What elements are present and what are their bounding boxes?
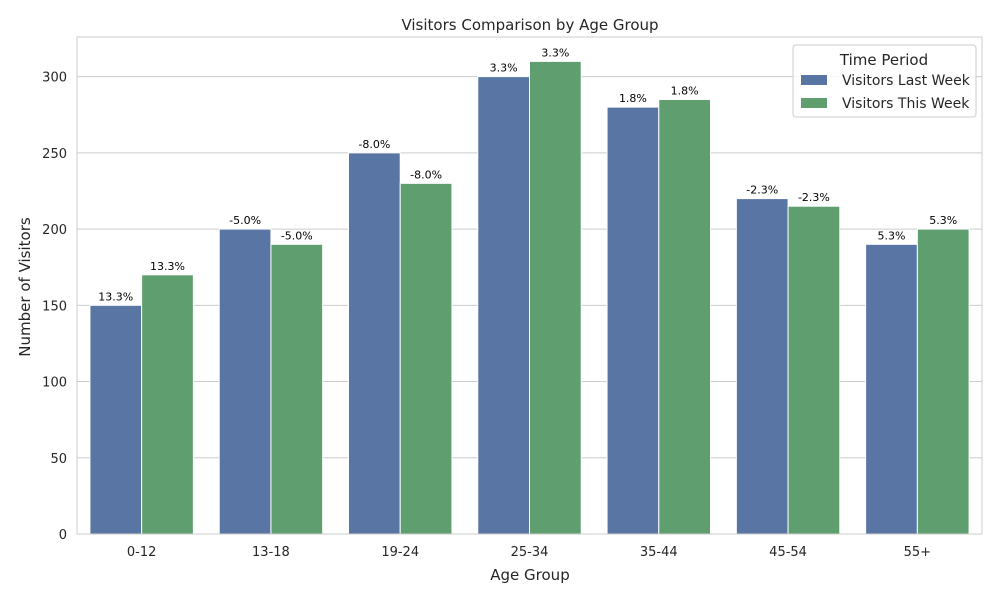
- x-tick-label: 35-44: [640, 545, 678, 560]
- y-tick-label: 250: [42, 147, 67, 162]
- legend: Time Period Visitors Last Week Visitors …: [792, 44, 977, 118]
- tick-labels: 0 50 100 150 200 250 300 0-12 13-18 19-24 25-34 35-…: [42, 71, 931, 560]
- bar-last-week-19-24: [348, 152, 401, 535]
- data-label: 1.8%: [671, 85, 699, 98]
- data-label: -5.0%: [281, 229, 313, 242]
- bar-last-week-35-44: [606, 106, 660, 535]
- y-tick-label: 0: [59, 528, 67, 543]
- bar-this-week-55+: [916, 228, 970, 535]
- legend-label-last-week: Visitors Last Week: [842, 73, 971, 89]
- bars: [89, 60, 970, 535]
- data-label: -2.3%: [746, 184, 778, 197]
- bar-this-week-0-12: [141, 274, 194, 535]
- bar-last-week-0-12: [89, 304, 143, 535]
- data-label: 13.3%: [150, 260, 185, 273]
- data-label: 13.3%: [98, 290, 133, 303]
- x-tick-label: 0-12: [127, 545, 157, 560]
- plot-frame: [76, 36, 983, 535]
- bar-this-week-13-18: [270, 243, 324, 535]
- legend-swatch-this-week: [801, 98, 827, 108]
- chart-title: Visitors Comparison by Age Group: [401, 16, 658, 34]
- data-labels: 13.3% 13.3% -5.0% -5.0% -8.0% -8.0% 3.3% 3.3% 1.…: [98, 46, 957, 303]
- x-tick-label: 45-54: [769, 545, 807, 560]
- x-tick-label: 55+: [904, 545, 931, 560]
- data-label: -2.3%: [798, 191, 830, 204]
- data-label: -8.0%: [358, 138, 390, 151]
- bar-last-week-13-18: [218, 228, 272, 535]
- y-tick-label: 100: [42, 376, 67, 391]
- bar-this-week-45-54: [787, 205, 841, 535]
- bar-this-week-25-34: [529, 60, 582, 535]
- legend-label-this-week: Visitors This Week: [842, 96, 970, 112]
- legend-title: Time Period: [839, 51, 928, 69]
- x-axis-label: Age Group: [490, 566, 569, 584]
- x-tick-label: 13-18: [252, 545, 290, 560]
- bar-last-week-55+: [865, 243, 918, 535]
- data-label: -8.0%: [410, 168, 442, 181]
- y-axis-label: Number of Visitors: [16, 217, 34, 357]
- x-tick-label: 19-24: [381, 545, 419, 560]
- x-tick-label: 25-34: [511, 545, 549, 560]
- bar-this-week-35-44: [658, 99, 711, 535]
- y-tick-label: 150: [42, 299, 67, 314]
- bar-last-week-45-54: [735, 198, 789, 535]
- data-label: 5.3%: [929, 214, 957, 227]
- data-label: -5.0%: [229, 214, 261, 227]
- data-label: 1.8%: [619, 92, 647, 105]
- y-tick-label: 300: [42, 71, 67, 86]
- y-tick-label: 200: [42, 223, 67, 238]
- y-tick-label: 50: [50, 452, 67, 467]
- data-label: 5.3%: [878, 229, 906, 242]
- data-label: 3.3%: [490, 62, 518, 75]
- bar-this-week-19-24: [399, 182, 453, 535]
- data-label: 3.3%: [541, 46, 569, 59]
- legend-swatch-last-week: [801, 75, 827, 85]
- bar-last-week-25-34: [477, 76, 530, 535]
- legend-box: [792, 44, 977, 118]
